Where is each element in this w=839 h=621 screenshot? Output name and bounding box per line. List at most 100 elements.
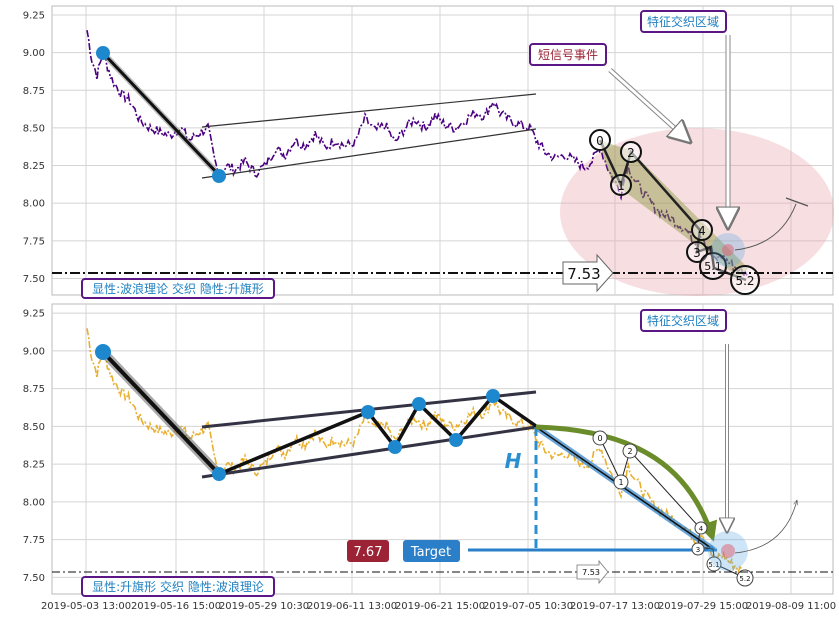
top-price-label: 7.53 (567, 265, 600, 283)
top-y-tick-label: 9.25 (23, 11, 45, 22)
bottom-flag-points (95, 344, 500, 481)
bottom-y-tick-label: 7.50 (23, 573, 45, 584)
top-short-signal-arrow-inner (608, 68, 690, 142)
bottom-target-box (403, 540, 460, 562)
top-grid (52, 6, 833, 295)
top-y-tick-label: 9.00 (23, 48, 45, 59)
top-price-series (86, 30, 748, 279)
wave-label-circle-1 (610, 174, 632, 196)
bottom-wave-label-1: 1 (618, 478, 623, 487)
bottom-feature-zone-box (640, 309, 727, 332)
top-wave-point-low (212, 169, 226, 183)
wave-label-circle-2 (620, 141, 642, 163)
bottom-y-ticks: 9.25 9.00 8.75 8.50 8.25 8.00 7.75 7.50 (23, 309, 45, 584)
bottom-channel-lower (201, 425, 537, 479)
bottom-target-value: 7.67 (354, 545, 383, 560)
flag-point-6 (449, 433, 463, 447)
bottom-wave-circle-5-1 (706, 556, 722, 572)
flag-point-3 (361, 405, 375, 419)
bottom-wave-label-4: 4 (699, 525, 704, 533)
bottom-price-series (86, 328, 748, 578)
bottom-y-tick-label: 9.00 (23, 346, 45, 357)
wave-label-0: 0 (596, 134, 604, 148)
x-ticks: 2019-05-03 13:00 2019-05-16 15:002019-05-… (41, 601, 836, 612)
wave-label-circle-0 (589, 129, 611, 151)
top-price-arrow (562, 253, 614, 293)
top-y-tick-label: 8.50 (23, 123, 45, 134)
bottom-y-tick-label: 8.00 (23, 497, 45, 508)
x-tick-label: 2019-06-11 13:00 (307, 601, 397, 612)
bottom-pole-line (101, 350, 221, 476)
bottom-wave-labels: 0 1 2 3 4 5.1 5.2 (592, 430, 754, 587)
top-short-signal-box (529, 43, 607, 66)
wave-label-circle-3 (686, 241, 708, 263)
top-wave-band (598, 140, 748, 278)
bottom-wave-label-3: 3 (696, 546, 700, 554)
flag-point-7 (486, 389, 500, 403)
bottom-wave-circle-0 (592, 430, 608, 446)
top-forecast-tick (785, 197, 809, 207)
flag-point-2 (212, 467, 226, 481)
x-tick-label: 2019-07-17 13:00 (570, 601, 660, 612)
bottom-wave-label-0: 0 (597, 434, 602, 443)
bottom-wave-label-5-2: 5.2 (739, 575, 750, 583)
bottom-price-label: 7.53 (582, 568, 600, 577)
flag-point-1 (95, 344, 111, 360)
bottom-legend-box (81, 576, 275, 597)
top-feature-red-dot (722, 244, 734, 256)
x-tick-label: 2019-05-03 13:00 (41, 601, 131, 612)
wave-label-5-1: 5.1 (704, 260, 722, 273)
top-y-tick-label: 7.50 (23, 274, 45, 285)
bottom-y-tick-label: 8.75 (23, 384, 45, 395)
top-elliott-wave (598, 139, 747, 282)
bottom-feature-zone-label: 特征交织区域 (647, 313, 719, 328)
top-short-signal-label: 短信号事件 (538, 48, 598, 62)
x-tick-label: 2019-08-09 11:00 (746, 601, 836, 612)
flag-point-5 (412, 397, 426, 411)
bottom-green-arc (535, 424, 718, 542)
bottom-wave-circle-4 (694, 521, 708, 535)
x-tick-label: 2019-07-05 10:30 (483, 601, 573, 612)
wave-label-2: 2 (627, 146, 635, 160)
top-y-tick-label: 8.00 (23, 199, 45, 210)
bottom-wave-circle-1 (613, 474, 629, 490)
bottom-target-label: Target (410, 545, 451, 560)
top-legend-text: 显性:波浪理论 交织 隐性:升旗形 (92, 281, 264, 296)
x-tick-label: 2019-07-29 15:00 (658, 601, 748, 612)
bottom-wave-label-5-1: 5.1 (708, 561, 719, 569)
bottom-legend-text: 显性:升旗形 交织 隐性:波浪理论 (92, 579, 264, 594)
bottom-wave-circle-3 (691, 542, 705, 556)
bottom-wave-circle-5-2 (736, 569, 754, 587)
bottom-wave-label-2: 2 (627, 447, 632, 456)
top-feature-zone-box (640, 10, 727, 33)
wave-label-3: 3 (693, 246, 701, 260)
bottom-y-tick-label: 9.25 (23, 309, 45, 320)
wave-label-5-2: 5.2 (735, 274, 754, 288)
top-y-tick-label: 8.25 (23, 161, 45, 172)
bottom-feature-red-dot (721, 544, 735, 558)
top-wave-line-core (101, 51, 221, 177)
bottom-forecast-curve (734, 500, 797, 554)
x-tick-label: 2019-06-21 15:00 (395, 601, 485, 612)
top-wave-point-start (96, 46, 110, 60)
top-y-tick-label: 8.75 (23, 86, 45, 97)
bottom-y-tick-label: 8.50 (23, 422, 45, 433)
x-tick-label: 2019-05-29 10:30 (219, 601, 309, 612)
bottom-y-tick-label: 7.75 (23, 535, 45, 546)
bottom-height-label: H (505, 449, 522, 473)
bottom-drop-line (535, 426, 715, 551)
top-forecast-curve (734, 203, 797, 251)
top-feature-zone-label: 特征交织区域 (647, 14, 719, 29)
x-tick-label: 2019-05-16 15:00 (131, 601, 221, 612)
bottom-y-tick-label: 8.25 (23, 460, 45, 471)
wave-label-1: 1 (617, 179, 625, 193)
bottom-price-arrow (576, 559, 609, 585)
bottom-wave-circle-2 (622, 443, 638, 459)
top-y-ticks: 9.25 9.00 8.75 8.50 8.25 8.00 7.75 7.50 (23, 11, 45, 285)
top-channel-upper (201, 93, 537, 128)
top-legend-box (81, 278, 275, 299)
top-channel-lower (201, 128, 537, 179)
top-y-tick-label: 7.75 (23, 236, 45, 247)
